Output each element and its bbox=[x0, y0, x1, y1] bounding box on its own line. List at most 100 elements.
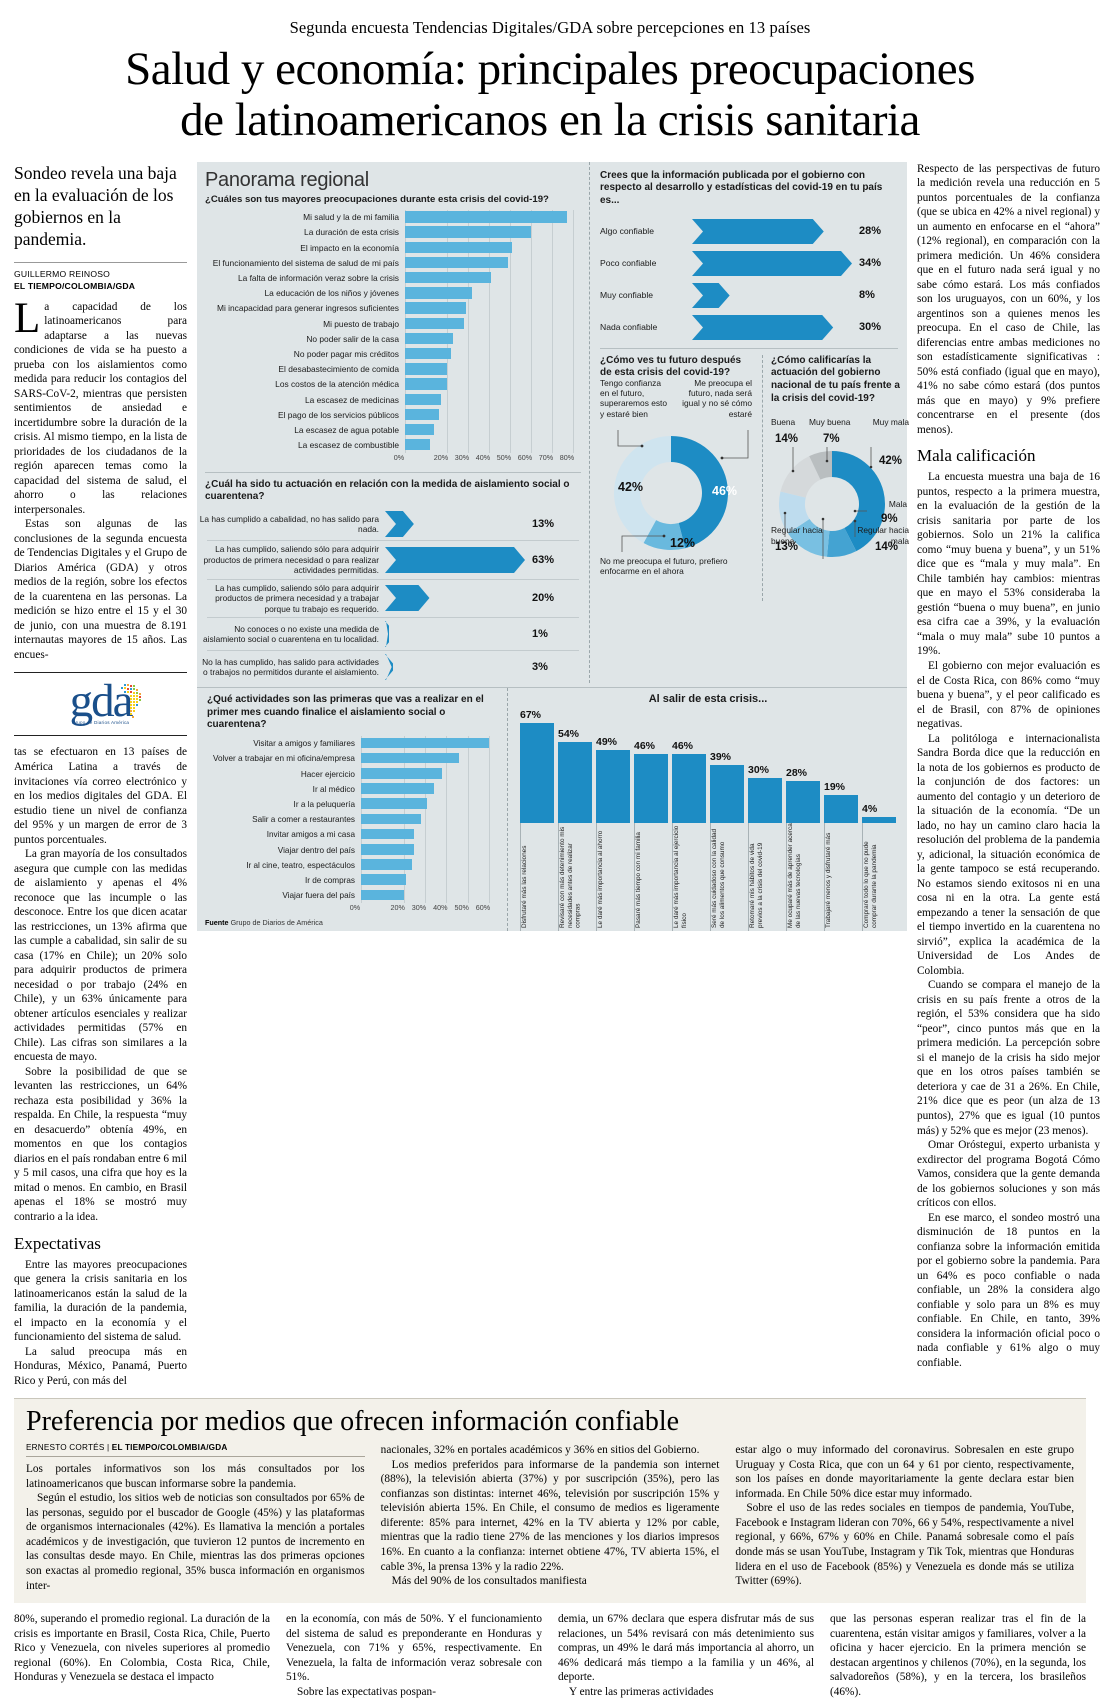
bar-label: La escasez de agua potable bbox=[294, 424, 399, 435]
chart-bar-row: Visitar a amigos y familiares bbox=[203, 736, 497, 752]
chart-bar-row: Invitar amigos a mi casa bbox=[203, 827, 497, 843]
paragraph: estar algo o muy informado del coronavir… bbox=[735, 1444, 1075, 1500]
chart-bar-row: La escasez de agua potable bbox=[203, 422, 579, 438]
chart-futuro: 46% 12% 42% Tengo confianza en el futuro, s… bbox=[600, 378, 762, 594]
donut-value-label: 14% bbox=[875, 541, 899, 554]
bar-value: 1% bbox=[532, 628, 548, 641]
bar-track bbox=[405, 407, 574, 423]
bar-fill bbox=[361, 768, 443, 779]
bar-label: Viajar dentro del país bbox=[277, 845, 355, 855]
chart-gobierno: 42% 9% 14% 13% 14% 7% Buena Muy buena Muy mala Ma… bbox=[771, 409, 909, 601]
arrow-bar-shape bbox=[692, 282, 730, 308]
chart-bar-row: El desabastecimiento de comida bbox=[203, 361, 579, 377]
bar-fill bbox=[405, 211, 567, 223]
bar-label: Ir de compras bbox=[304, 875, 355, 885]
paragraph: La politóloga e internacionalista Sandra… bbox=[917, 732, 1100, 977]
bar-fill bbox=[405, 302, 466, 314]
bar-fill bbox=[405, 439, 431, 451]
paragraph: que las personas esperan realizar tras e… bbox=[830, 1613, 1086, 1698]
bar-track bbox=[405, 315, 574, 332]
bar-track bbox=[361, 766, 490, 782]
donut-slice bbox=[671, 435, 728, 549]
chart-bar-row: La escasez de combustible bbox=[203, 437, 579, 453]
bar-fill bbox=[361, 752, 460, 764]
chart-bar-row: Algo confiable 28% bbox=[600, 218, 908, 244]
bottom-col-1: 80%, superando el promedio regional. La … bbox=[14, 1612, 270, 1699]
bar-label: La educación de los niños y jóvenes bbox=[264, 288, 399, 299]
arrow-bar-shape bbox=[385, 654, 393, 681]
bar-label: Le daré más importancia al ahorro bbox=[597, 830, 604, 929]
chart-bar-col: 30% bbox=[748, 764, 782, 824]
feature-body-3: estar algo o muy informado del coronavir… bbox=[735, 1443, 1074, 1588]
feature-byline: ERNESTO CORTÉS | EL TIEMPO/COLOMBIA/GDA bbox=[26, 1443, 365, 1452]
bar-value: 3% bbox=[532, 661, 548, 674]
bar-label: Invitar amigos a mi casa bbox=[266, 830, 355, 840]
paragraph: Omar Oróstegui, experto urbanista y exdi… bbox=[917, 1139, 1100, 1210]
section-subhead: Mala calificación bbox=[917, 446, 1036, 466]
bar-fill bbox=[558, 742, 592, 824]
bar-fill bbox=[405, 363, 447, 375]
bar-fill bbox=[361, 798, 428, 810]
bar-value: 8% bbox=[859, 289, 875, 302]
donut-value-label: 12% bbox=[670, 535, 696, 550]
chart-bar-row: Volver a trabajar en mi oficina/empresa bbox=[203, 751, 497, 767]
bottom-col-2: en la economía, con más de 50%. Y el fun… bbox=[286, 1612, 542, 1699]
paragraph: tas se efectuaron en 13 países de Améric… bbox=[14, 746, 187, 846]
bar-track bbox=[405, 437, 574, 453]
center-graphics-panel: Panorama regional ¿Cuáles son tus mayore… bbox=[197, 161, 909, 1389]
paragraph: Los portales informativos son los más co… bbox=[26, 1463, 365, 1490]
right-body-part1: Respecto de las perspectivas de futuro l… bbox=[917, 162, 1100, 438]
arrow-bar-shape bbox=[385, 585, 430, 612]
deck: Sondeo revela una baja en la evaluación … bbox=[14, 162, 177, 249]
axis-tick-label: 0% bbox=[349, 903, 361, 913]
gda-wordmark: gda bbox=[69, 675, 134, 728]
chart-body: Mi salud y la de mi familia La duración d… bbox=[197, 209, 589, 453]
donut-slice bbox=[809, 451, 832, 480]
bar-track bbox=[405, 376, 574, 392]
donut-value-label: 9% bbox=[881, 513, 898, 526]
gda-logo: gda bbox=[69, 675, 142, 728]
gda-tagline: Grupo de Diarios América bbox=[71, 720, 130, 726]
bar-label: Le daré más importancia al ejercicio fís… bbox=[673, 825, 688, 929]
bar-fill bbox=[405, 332, 454, 345]
chart-bar-col: 49% bbox=[596, 736, 630, 824]
donut-label-muy-mala: Muy mala bbox=[872, 417, 909, 428]
donut-slice bbox=[826, 528, 857, 558]
axis-tick-label: 30% bbox=[411, 903, 427, 913]
bar-label: Salir a comer a restaurantes bbox=[252, 815, 355, 825]
bar-track bbox=[405, 331, 574, 347]
chart-bar-row: Muy confiable 8% bbox=[600, 282, 908, 308]
bar-fill bbox=[748, 778, 782, 824]
chart-question-preocupaciones: ¿Cuáles son tus mayores preocupaciones d… bbox=[205, 193, 549, 205]
infographic-page: Segunda encuesta Tendencias Digitales/GD… bbox=[14, 18, 1100, 1698]
chart-bar-row: No conoces o no existe una medida de ais… bbox=[197, 621, 589, 648]
chart-bar-row: La has cumplido a cabalidad, no has sali… bbox=[197, 511, 589, 538]
paragraph: La gran mayoría de los consultados asegu… bbox=[14, 848, 187, 1064]
feature-byline-author: ERNESTO CORTÉS bbox=[26, 1443, 105, 1453]
bar-fill bbox=[710, 764, 744, 824]
chart-bar-row: Ir al cine, teatro, espectáculos bbox=[203, 857, 497, 873]
bar-label: La has cumplido, saliendo sólo para adqu… bbox=[215, 582, 379, 614]
chart-bar-row: No poder pagar mis créditos bbox=[203, 346, 579, 362]
divider bbox=[26, 1456, 365, 1458]
bar-label: La escasez de medicinas bbox=[304, 394, 399, 405]
chart-bar-row: La falta de información veraz sobre la c… bbox=[203, 270, 579, 286]
chart-bar-row: Mi puesto de trabajo bbox=[203, 315, 579, 332]
donut-slice bbox=[780, 456, 821, 498]
feature-columns: ERNESTO CORTÉS | EL TIEMPO/COLOMBIA/GDA … bbox=[26, 1443, 1074, 1593]
bar-label: Retomaré mis hábitos de vida previos a l… bbox=[749, 842, 764, 929]
bar-label-cell: Revisaré con más detenimiento mis necesi… bbox=[558, 823, 592, 932]
bar-label: Visitar a amigos y familiares bbox=[253, 739, 355, 749]
chart-bar-row: Los costos de la atención médica bbox=[203, 376, 579, 392]
bar-track bbox=[405, 270, 574, 286]
bar-fill bbox=[405, 408, 439, 421]
bar-label: Mi salud y la de mi familia bbox=[303, 212, 399, 223]
byline-author: GUILLERMO REINOSO bbox=[14, 268, 111, 279]
bar-fill bbox=[361, 813, 421, 825]
bar-label: Ir al cine, teatro, espectáculos bbox=[246, 860, 355, 870]
axis-tick-label: 20% bbox=[433, 452, 449, 462]
bar-track bbox=[405, 300, 574, 316]
bar-label: Trabajaré menos y disfrutaré más bbox=[825, 832, 832, 929]
donut-value-label: 13% bbox=[775, 541, 799, 554]
bar-label: Volver a trabajar en mi oficina/empresa bbox=[213, 754, 355, 764]
